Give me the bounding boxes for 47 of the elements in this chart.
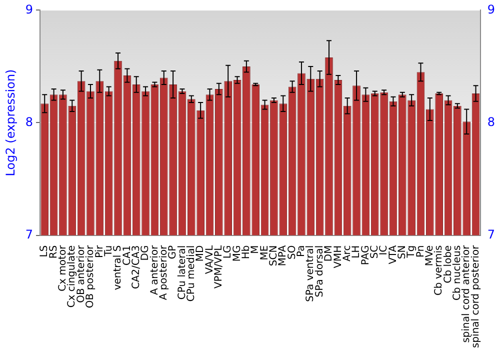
x-tick-label: Tu: [103, 245, 114, 258]
x-tick-label: M: [250, 245, 262, 254]
x-tick-label: LG: [222, 245, 234, 259]
x-tick-label: spinal cord posterior: [470, 244, 482, 348]
y2-tick-label: 7: [487, 227, 496, 242]
x-tick-label: DG: [140, 245, 152, 261]
x-tick-label: A posterior: [158, 244, 170, 300]
x-tick-label: OB posterior: [85, 244, 96, 308]
y-tick-label: 7: [25, 227, 34, 242]
x-tick-label: Arc: [342, 245, 353, 262]
x-tick-label: Pn: [415, 245, 426, 258]
x-tick-label: ME: [259, 245, 270, 260]
x-tick-label: ventral S: [112, 245, 124, 290]
x-tick-label: CPu lateral: [176, 245, 188, 300]
x-tick-label: SN: [396, 245, 408, 260]
x-tick-label: SPa dorsal: [314, 245, 326, 298]
x-tick-label: VMH: [332, 245, 344, 268]
x-tick-label: LS: [39, 245, 50, 258]
x-tick-label: A anterior: [149, 244, 160, 295]
x-tick-label: LH: [351, 245, 362, 258]
x-tick-label: Pir: [94, 244, 106, 258]
x-tick-label: DM: [324, 245, 335, 262]
y2-tick-label: 8: [487, 114, 496, 129]
y-tick-label: 9: [25, 2, 34, 16]
y-axis-title: Log2 (expression): [3, 69, 18, 176]
x-tick-label: MG: [232, 245, 243, 262]
y2-tick-label: 9: [487, 2, 496, 16]
y-tick-label: 8: [25, 114, 34, 129]
x-tick-label: CPu medial: [186, 245, 197, 302]
x-tick-label: Cx cingulate: [66, 245, 78, 308]
x-tick-label: GP: [168, 245, 179, 260]
x-tick-label: MD: [195, 244, 206, 262]
x-tick-label: CA2/CA3: [130, 245, 142, 290]
x-tick-label: Pa: [296, 245, 308, 258]
x-tick-label: MVe: [424, 245, 436, 266]
x-tick-label: VTA: [388, 245, 399, 264]
x-tick-label: IC: [378, 245, 390, 256]
x-tick-label: CA1: [122, 245, 133, 266]
x-tick-label: Cb lobe: [442, 245, 454, 284]
x-tick-label: SC: [369, 245, 380, 259]
x-tick-label: VA/VL: [204, 244, 216, 274]
x-tick-label: MPA: [278, 245, 289, 266]
x-tick-label: spinal cord anterior: [461, 244, 472, 343]
x-tick-label: RS: [48, 245, 60, 259]
x-tick-label: SO: [286, 245, 298, 260]
x-tick-label: PAG: [360, 245, 372, 266]
x-tick-label: Tg: [406, 245, 418, 259]
